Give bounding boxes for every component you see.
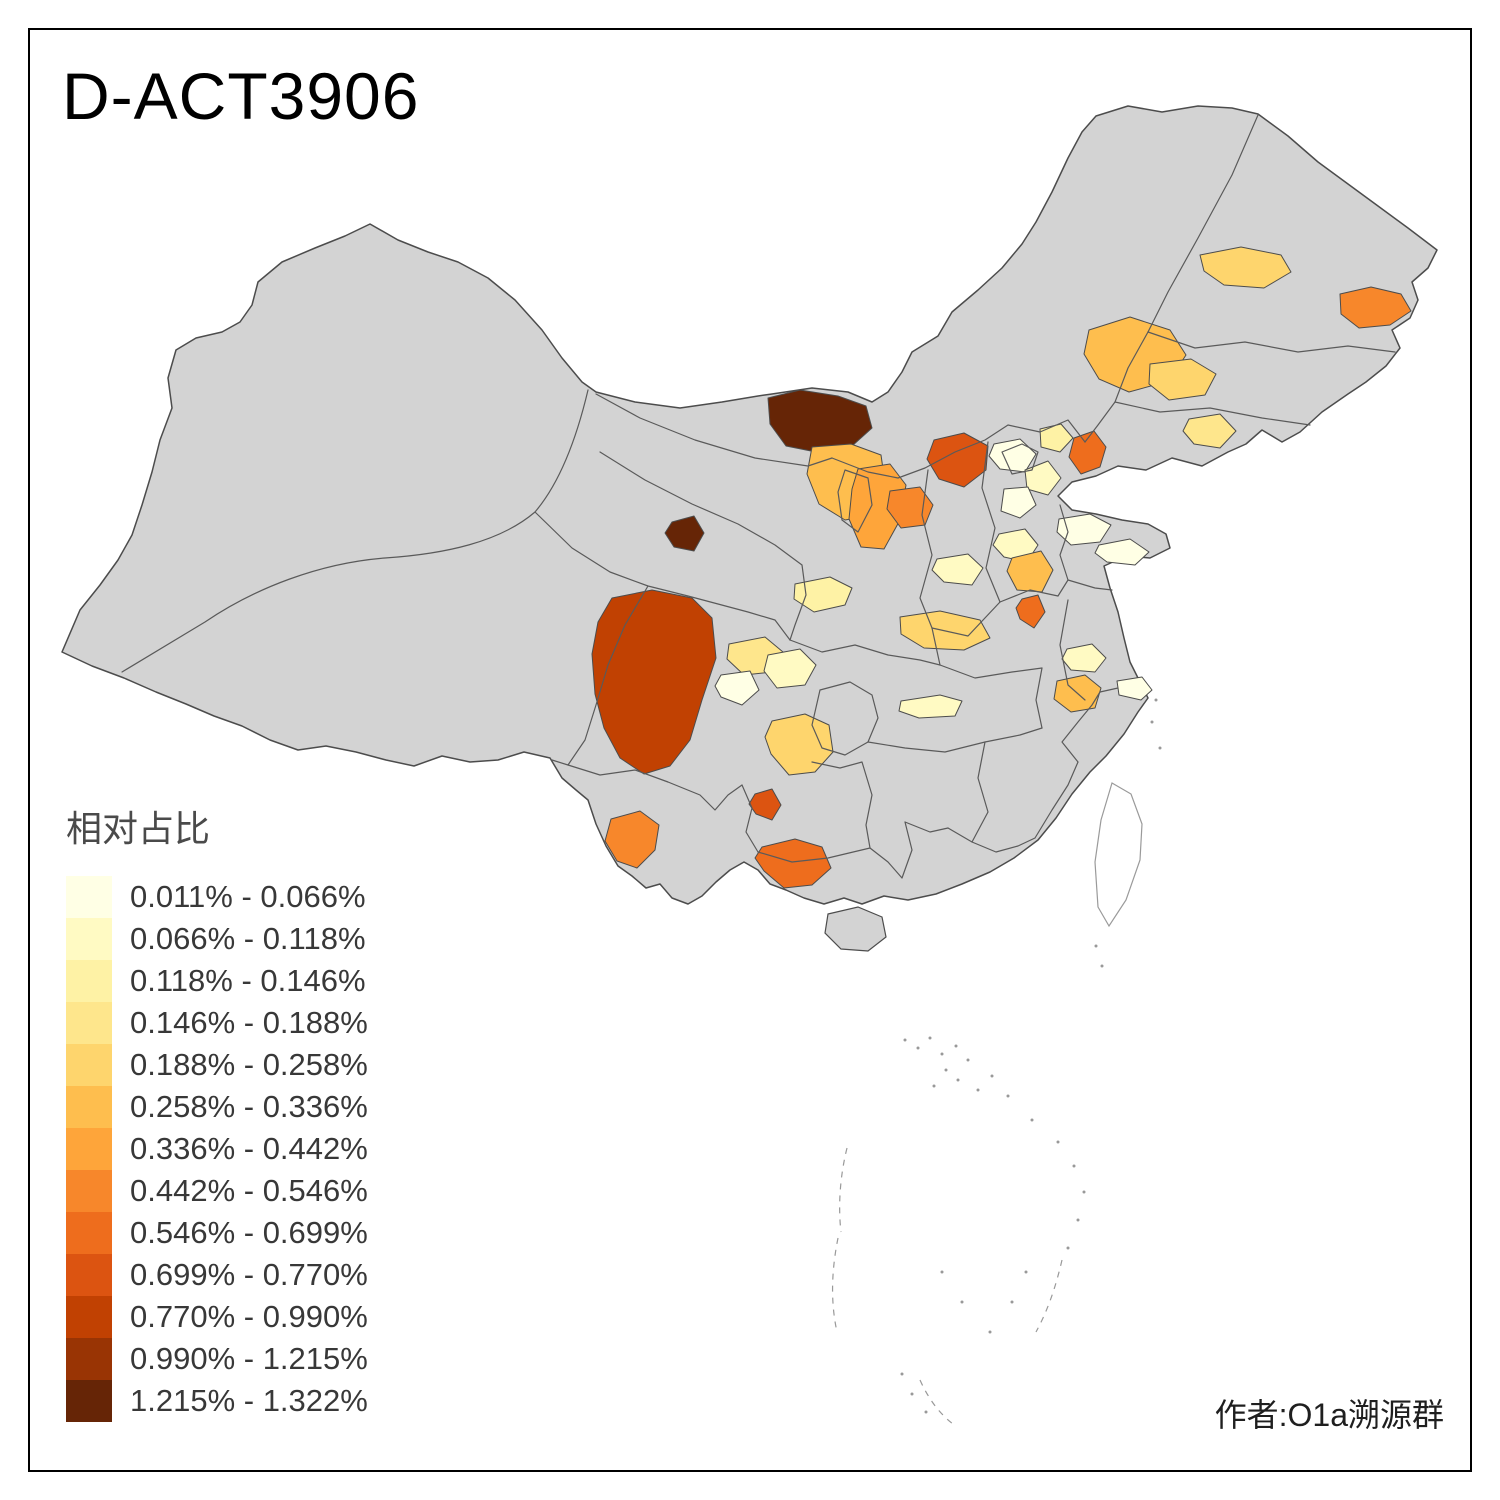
page-title: D-ACT3906 (62, 59, 420, 133)
sea-islands (832, 698, 1162, 1425)
legend-swatch (66, 960, 112, 1002)
legend-label: 0.188% - 0.258% (130, 1047, 368, 1082)
colored-region (1148, 358, 1217, 401)
legend-swatch (66, 918, 112, 960)
legend-label: 0.258% - 0.336% (130, 1089, 368, 1124)
legend-swatch (66, 1212, 112, 1254)
legend-label: 0.770% - 0.990% (130, 1299, 368, 1334)
province-borders (121, 114, 1396, 879)
colored-region (898, 694, 963, 719)
legend-item: 0.188% - 0.258% (66, 1044, 368, 1086)
legend-item: 0.546% - 0.699% (66, 1212, 368, 1254)
legend-label: 0.336% - 0.442% (130, 1131, 368, 1166)
legend-label: 0.118% - 0.146% (130, 963, 366, 998)
legend-swatch (66, 1086, 112, 1128)
colored-region (931, 553, 984, 586)
colored-region (1015, 594, 1046, 629)
legend-label: 0.546% - 0.699% (130, 1215, 368, 1250)
colored-region (1061, 643, 1107, 673)
colored-region (764, 713, 834, 776)
legend-label: 1.215% - 1.322% (130, 1383, 368, 1418)
colored-region (1000, 486, 1037, 519)
colored-region (1024, 460, 1062, 496)
legend-item: 0.336% - 0.442% (66, 1128, 368, 1170)
taiwan-island (1094, 782, 1143, 928)
legend-label: 0.146% - 0.188% (130, 1005, 368, 1040)
legend-item: 0.258% - 0.336% (66, 1086, 368, 1128)
colored-region (1339, 286, 1412, 329)
colored-region (714, 670, 760, 706)
colored-region (748, 788, 782, 821)
legend-item: 0.770% - 0.990% (66, 1296, 368, 1338)
legend-label: 0.442% - 0.546% (130, 1173, 368, 1208)
legend-item: 0.146% - 0.188% (66, 1002, 368, 1044)
legend-item: 1.215% - 1.322% (66, 1380, 368, 1422)
legend-title: 相对占比 (66, 808, 211, 849)
colored-region (1094, 538, 1150, 566)
colored-region (763, 648, 817, 689)
legend-swatch (66, 1254, 112, 1296)
legend-swatch (66, 1338, 112, 1380)
legend-label: 0.699% - 0.770% (130, 1257, 368, 1292)
legend-swatch (66, 1296, 112, 1338)
legend-item: 0.011% - 0.066% (66, 876, 368, 918)
legend-swatch (66, 1380, 112, 1422)
colored-region (754, 838, 832, 889)
colored-region (591, 589, 717, 775)
attribution: 作者:O1a溯源群 (1214, 1397, 1444, 1433)
colored-region (793, 576, 853, 613)
colored-region (1056, 513, 1112, 546)
legend: 相对占比 0.011% - 0.066% 0.066% - 0.118% 0.1… (66, 800, 368, 1422)
colored-region (604, 810, 660, 869)
colored-region (767, 389, 873, 453)
legend-label: 0.011% - 0.066% (130, 879, 366, 914)
legend-item: 0.118% - 0.146% (66, 960, 368, 1002)
legend-item: 0.699% - 0.770% (66, 1254, 368, 1296)
colored-region (1182, 413, 1237, 449)
colored-region (664, 515, 705, 552)
legend-swatch (66, 1128, 112, 1170)
legend-item: 0.442% - 0.546% (66, 1170, 368, 1212)
legend-item: 0.990% - 1.215% (66, 1338, 368, 1380)
legend-label: 0.066% - 0.118% (130, 921, 366, 956)
hainan-island (824, 906, 887, 952)
legend-swatch (66, 876, 112, 918)
legend-swatch (66, 1044, 112, 1086)
legend-swatch (66, 1170, 112, 1212)
legend-item: 0.066% - 0.118% (66, 918, 368, 960)
colored-region (1199, 246, 1292, 289)
china-outline (61, 105, 1438, 905)
colored-region (926, 432, 989, 488)
colored-region (848, 463, 907, 550)
legend-swatch (66, 1002, 112, 1044)
colored-region (1116, 676, 1153, 701)
legend-label: 0.990% - 1.215% (130, 1341, 368, 1376)
colored-regions (591, 246, 1412, 889)
